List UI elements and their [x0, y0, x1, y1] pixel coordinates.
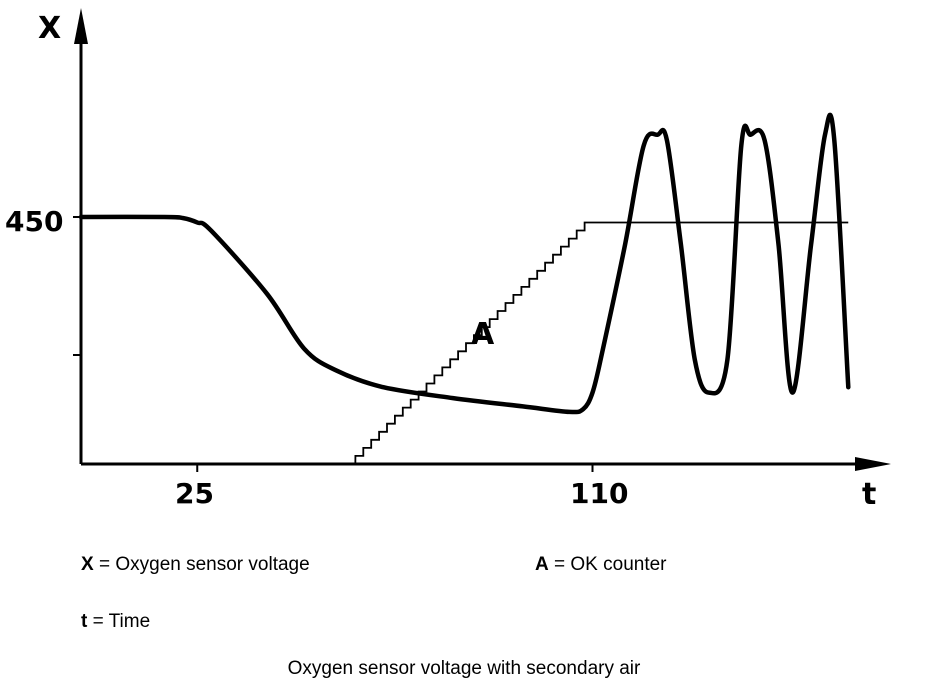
labels-layer: X t 450 25 110 A	[5, 11, 876, 512]
legend-desc-a: = OK counter	[554, 554, 667, 575]
legend-desc-x: = Oxygen sensor voltage	[98, 554, 310, 575]
legend-item-t: t = Time	[81, 611, 150, 633]
y-axis-arrow-icon	[74, 8, 88, 44]
x-axis-label: t	[862, 477, 876, 512]
legend-item-x: X = Oxygen sensor voltage	[81, 554, 310, 576]
x-tick-label-110: 110	[570, 477, 628, 510]
legend-key-x: X	[81, 554, 94, 575]
series-label-a: A	[471, 317, 495, 352]
legend-key-a: A	[535, 554, 549, 575]
axes	[73, 8, 891, 472]
series-line-x	[78, 112, 851, 415]
series-layer	[78, 112, 851, 465]
y-axis-label: X	[38, 11, 61, 46]
series-line-a	[354, 221, 849, 465]
y-tick-label-450: 450	[5, 205, 63, 238]
x-axis-arrow-icon	[855, 457, 891, 471]
legend-desc-t: = Time	[92, 611, 151, 632]
legend-item-a: A = OK counter	[535, 554, 667, 576]
chart-caption: Oxygen sensor voltage with secondary air	[287, 658, 641, 679]
legend-key-t: t	[81, 611, 88, 632]
x-tick-label-25: 25	[175, 477, 214, 510]
